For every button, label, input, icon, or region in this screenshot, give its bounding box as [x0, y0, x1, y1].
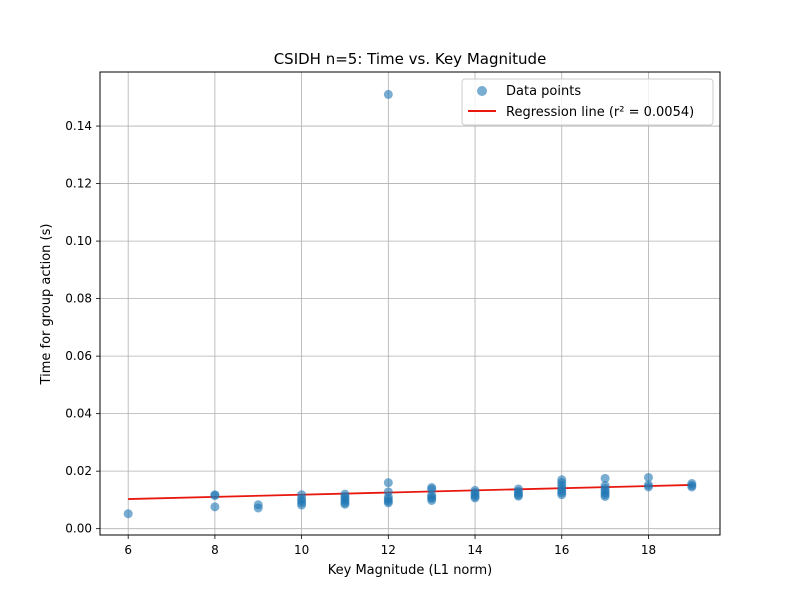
x-tick-label: 6 [124, 543, 132, 557]
grid-lines [100, 72, 720, 535]
legend: Data points Regression line (r² = 0.0054… [461, 78, 714, 126]
data-point [470, 493, 480, 503]
data-point [340, 499, 350, 509]
legend-marker-data-points [477, 86, 487, 96]
y-axis-label: Time for group action (s) [39, 224, 54, 386]
data-point [383, 498, 393, 508]
data-point [210, 491, 220, 501]
y-tick-label: 0.14 [65, 119, 92, 133]
y-tick-label: 0.12 [65, 177, 92, 191]
x-tick-label: 16 [554, 543, 569, 557]
data-point [253, 503, 263, 513]
x-tick-label: 10 [294, 543, 309, 557]
data-point [643, 482, 653, 492]
data-point [383, 478, 393, 488]
chart-title: CSIDH n=5: Time vs. Key Magnitude [274, 50, 547, 68]
axis-ticks: 6 8 10 12 14 16 18 0.00 0.02 0.04 0.06 0.08 0.10 0.12… [65, 119, 656, 557]
data-point [210, 502, 220, 512]
y-tick-label: 0.10 [65, 234, 92, 248]
data-point [297, 500, 307, 510]
data-point [427, 495, 437, 505]
legend-box [461, 78, 714, 126]
x-tick-label: 8 [211, 543, 219, 557]
regression-line-layer [128, 484, 692, 500]
y-tick-label: 0.06 [65, 349, 92, 363]
data-point [513, 491, 523, 501]
data-point [600, 473, 610, 483]
regression-line [128, 484, 692, 500]
data-point [600, 491, 610, 501]
plot-frame [99, 71, 721, 536]
data-point [383, 89, 393, 99]
y-tick-label: 0.02 [65, 464, 92, 478]
data-point [643, 472, 653, 482]
data-point [123, 509, 133, 519]
x-tick-label: 18 [641, 543, 656, 557]
data-point [557, 490, 567, 500]
y-tick-label: 0.04 [65, 407, 92, 421]
x-tick-label: 14 [467, 543, 482, 557]
x-axis-label: Key Magnitude (L1 norm) [328, 563, 492, 578]
legend-label-data-points: Data points [506, 84, 581, 99]
data-points-layer [123, 89, 697, 519]
y-tick-label: 0.08 [65, 292, 92, 306]
y-tick-label: 0.00 [65, 522, 92, 536]
x-tick-label: 12 [381, 543, 396, 557]
data-point [687, 482, 697, 492]
legend-label-regression-line: Regression line (r² = 0.0054) [506, 105, 694, 120]
